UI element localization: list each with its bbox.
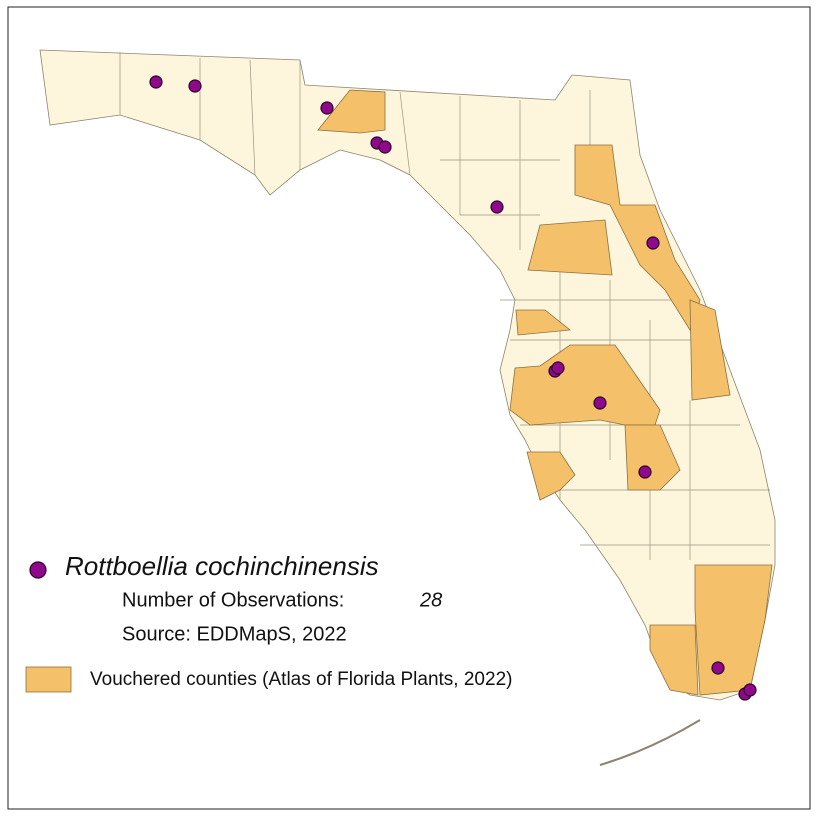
observation (378, 140, 392, 154)
vouchered-county (649, 624, 699, 696)
vouchered-county (515, 309, 572, 336)
observation (646, 236, 660, 250)
observation (490, 200, 504, 214)
vouchered-label: Vouchered counties (Atlas of Florida Pla… (90, 669, 512, 690)
vouchered-county (574, 144, 701, 331)
observations (149, 75, 757, 701)
florida (39, 49, 776, 766)
observation (149, 75, 163, 89)
observation (188, 79, 202, 93)
state-outline (39, 49, 776, 701)
vouchered-county (527, 219, 613, 276)
legend-symbol (29, 561, 47, 579)
observation (638, 465, 652, 479)
observation (551, 361, 565, 375)
vouchered-county (689, 299, 731, 401)
observation (593, 396, 607, 410)
observation (320, 101, 334, 115)
observations-label: Number of Observations: (122, 589, 344, 611)
source: Source: EDDMapS, 2022 (122, 623, 347, 645)
observations-count: 28 (419, 589, 442, 611)
observation (711, 661, 725, 675)
observation (743, 683, 757, 697)
species-name: Rottboellia cochinchinensis (65, 551, 379, 581)
vouchered-county (317, 89, 386, 134)
legend: Rottboellia cochinchinensis Number of Ob… (25, 551, 512, 693)
legend-swatch (25, 666, 72, 693)
vouchered-county (526, 451, 576, 501)
keys (599, 719, 701, 766)
